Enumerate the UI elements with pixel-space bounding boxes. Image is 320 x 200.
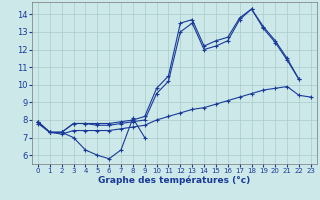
X-axis label: Graphe des températures (°c): Graphe des températures (°c) bbox=[98, 176, 251, 185]
